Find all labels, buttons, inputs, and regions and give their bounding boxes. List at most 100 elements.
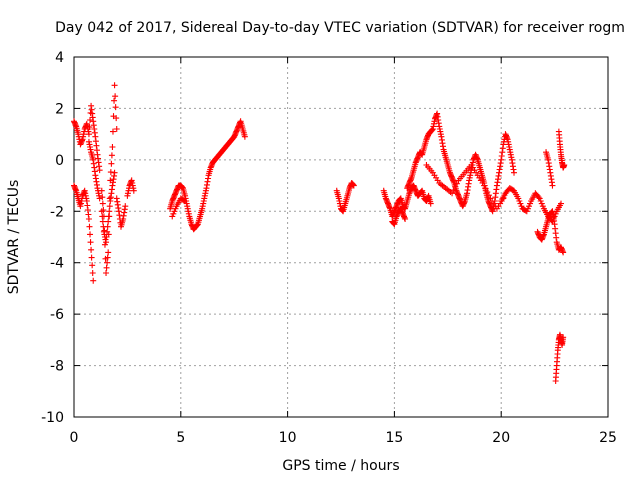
data-point [482, 185, 489, 192]
y-tick-label: 0 [55, 153, 64, 169]
data-point [88, 254, 95, 261]
data-point [560, 249, 567, 256]
data-point [104, 223, 111, 230]
data-point [96, 167, 103, 174]
data-point [85, 131, 92, 138]
data-point [527, 200, 534, 207]
data-point [98, 208, 105, 215]
data-point [402, 216, 409, 222]
data-point [107, 169, 114, 176]
y-tick-label: 2 [55, 101, 64, 117]
data-point [539, 203, 546, 210]
data-point [122, 203, 129, 210]
data-point [86, 124, 93, 131]
x-tick-label: 25 [599, 430, 617, 446]
data-point [525, 203, 532, 210]
data-point [518, 203, 525, 210]
plot-frame [73, 56, 609, 418]
data-point [517, 200, 524, 207]
data-point [485, 192, 492, 199]
data-point [427, 200, 434, 207]
data-point [87, 239, 94, 246]
data-point [86, 223, 93, 230]
data-point [105, 249, 112, 256]
data-point [171, 208, 178, 215]
data-point [99, 213, 106, 220]
data-point [106, 203, 113, 210]
data-point [89, 270, 96, 276]
data-point [481, 182, 488, 189]
data-point [538, 200, 545, 207]
data-point [172, 205, 179, 212]
data-point [181, 197, 188, 204]
data-point [560, 334, 567, 341]
data-point [103, 234, 110, 240]
data-point [182, 198, 189, 204]
data-point [170, 210, 177, 217]
data-point [549, 182, 556, 189]
data-point [112, 93, 119, 100]
data-point [106, 208, 113, 215]
data-point [112, 104, 119, 111]
y-tick-label: -6 [50, 307, 64, 323]
data-point [90, 277, 97, 284]
data-point [87, 231, 94, 238]
y-tick-label: -8 [50, 359, 64, 375]
y-tick-label: -4 [50, 256, 64, 272]
x-tick-label: 0 [70, 430, 79, 446]
data-point [103, 270, 110, 276]
data-point [111, 169, 118, 176]
data-point [85, 216, 92, 222]
data-point [511, 169, 518, 176]
y-axis-label: SDTVAR / TECUs [6, 180, 22, 295]
data-points [71, 82, 568, 384]
data-point [535, 194, 542, 201]
data-point [111, 82, 118, 89]
data-point [113, 115, 120, 122]
data-point [104, 228, 111, 235]
data-point [104, 259, 111, 266]
x-axis-label: GPS time / hours [282, 458, 399, 474]
data-point [450, 187, 457, 194]
data-point [89, 262, 96, 269]
data-point [484, 189, 491, 195]
data-point [108, 160, 115, 167]
data-point [104, 254, 111, 261]
y-tick-label: 4 [55, 50, 64, 66]
y-tick-label: -2 [50, 204, 64, 220]
data-point [537, 198, 544, 204]
x-tick-label: 15 [385, 430, 403, 446]
data-point [108, 152, 115, 159]
data-point [99, 200, 106, 207]
data-point [87, 117, 94, 123]
data-point [524, 205, 531, 212]
data-point [561, 162, 568, 168]
data-point [103, 239, 110, 246]
data-point [452, 183, 459, 190]
data-point [449, 190, 456, 197]
data-point [98, 187, 105, 194]
data-point [536, 195, 543, 202]
data-point [453, 180, 460, 187]
data-point [96, 195, 103, 202]
data-point [111, 97, 118, 104]
data-point [515, 195, 522, 202]
data-point [130, 187, 137, 194]
data-point [105, 218, 112, 225]
data-point [103, 264, 110, 271]
data-point [558, 200, 565, 207]
x-tick-label: 10 [279, 430, 297, 446]
data-point [350, 182, 357, 189]
axis-ticks: -10 -8 -6 -4 -2 0 2 4 0 5 10 15 20 25 [41, 50, 617, 446]
data-point [99, 194, 106, 201]
data-point [169, 213, 176, 220]
y-tick-label: -10 [41, 410, 64, 426]
data-point [101, 241, 108, 248]
data-point [523, 208, 530, 215]
data-point [105, 213, 112, 220]
data-point [552, 210, 559, 217]
data-point [241, 133, 248, 140]
data-point [516, 198, 523, 204]
data-point [109, 144, 116, 150]
